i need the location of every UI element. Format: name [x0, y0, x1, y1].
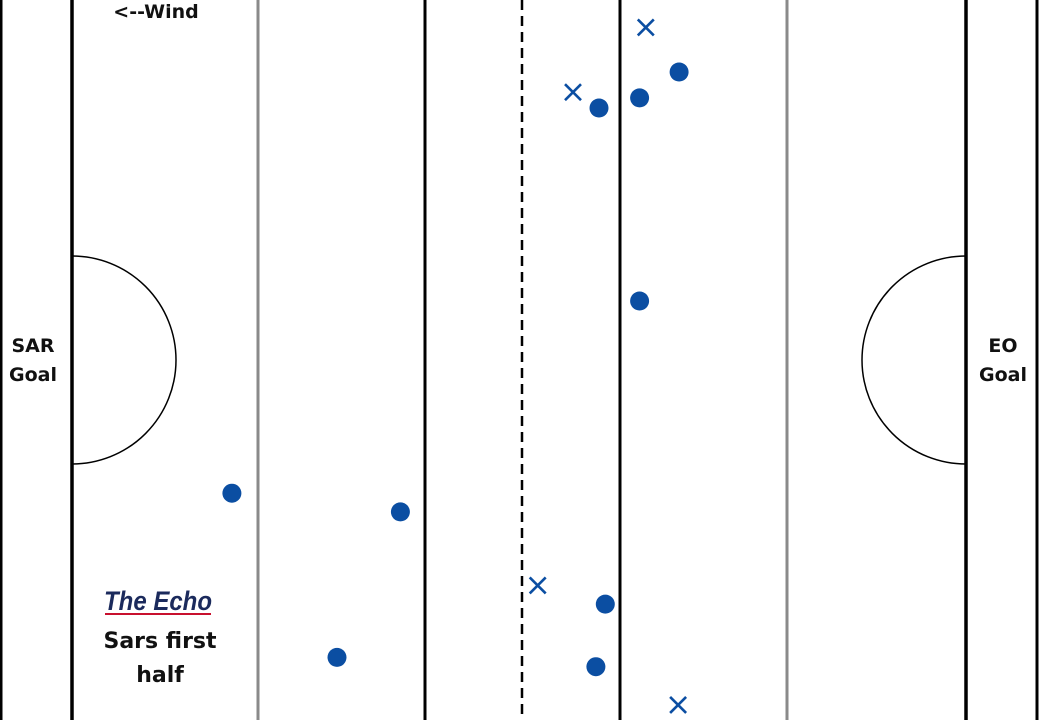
miss-cross-marker: [564, 83, 582, 102]
miss-cross-stroke: [669, 695, 688, 714]
score-dot-marker: [589, 98, 609, 118]
score-dot-marker: [630, 291, 650, 311]
miss-cross-stroke: [636, 18, 655, 37]
score-dot-marker: [595, 594, 615, 614]
caption-line2: half: [136, 663, 184, 688]
right-goal-label-line1: EO: [988, 335, 1017, 357]
miss-cross-stroke: [564, 83, 582, 102]
wind-label: <--Wind: [113, 1, 198, 23]
left-goal-label-line2: Goal: [9, 364, 57, 386]
shot-markers: [222, 18, 689, 714]
score-dot-marker: [586, 657, 606, 677]
score-dot-marker: [630, 88, 650, 108]
right-goal-arc: [861, 255, 967, 465]
left-goal-label-line1: SAR: [11, 335, 54, 357]
score-dot-marker: [327, 647, 347, 667]
right-goal-label-line2: Goal: [979, 364, 1027, 386]
miss-cross-marker: [669, 695, 688, 714]
left-goal-arc: [71, 255, 177, 465]
caption-line1: Sars first: [103, 629, 217, 654]
score-dot-marker: [222, 483, 242, 503]
miss-cross-stroke: [528, 576, 547, 595]
score-dot-marker: [669, 62, 689, 82]
score-dot-marker: [390, 502, 410, 522]
miss-cross-marker: [636, 18, 655, 37]
miss-cross-marker: [528, 576, 547, 595]
brand-logo-text: The Echo: [104, 586, 212, 616]
